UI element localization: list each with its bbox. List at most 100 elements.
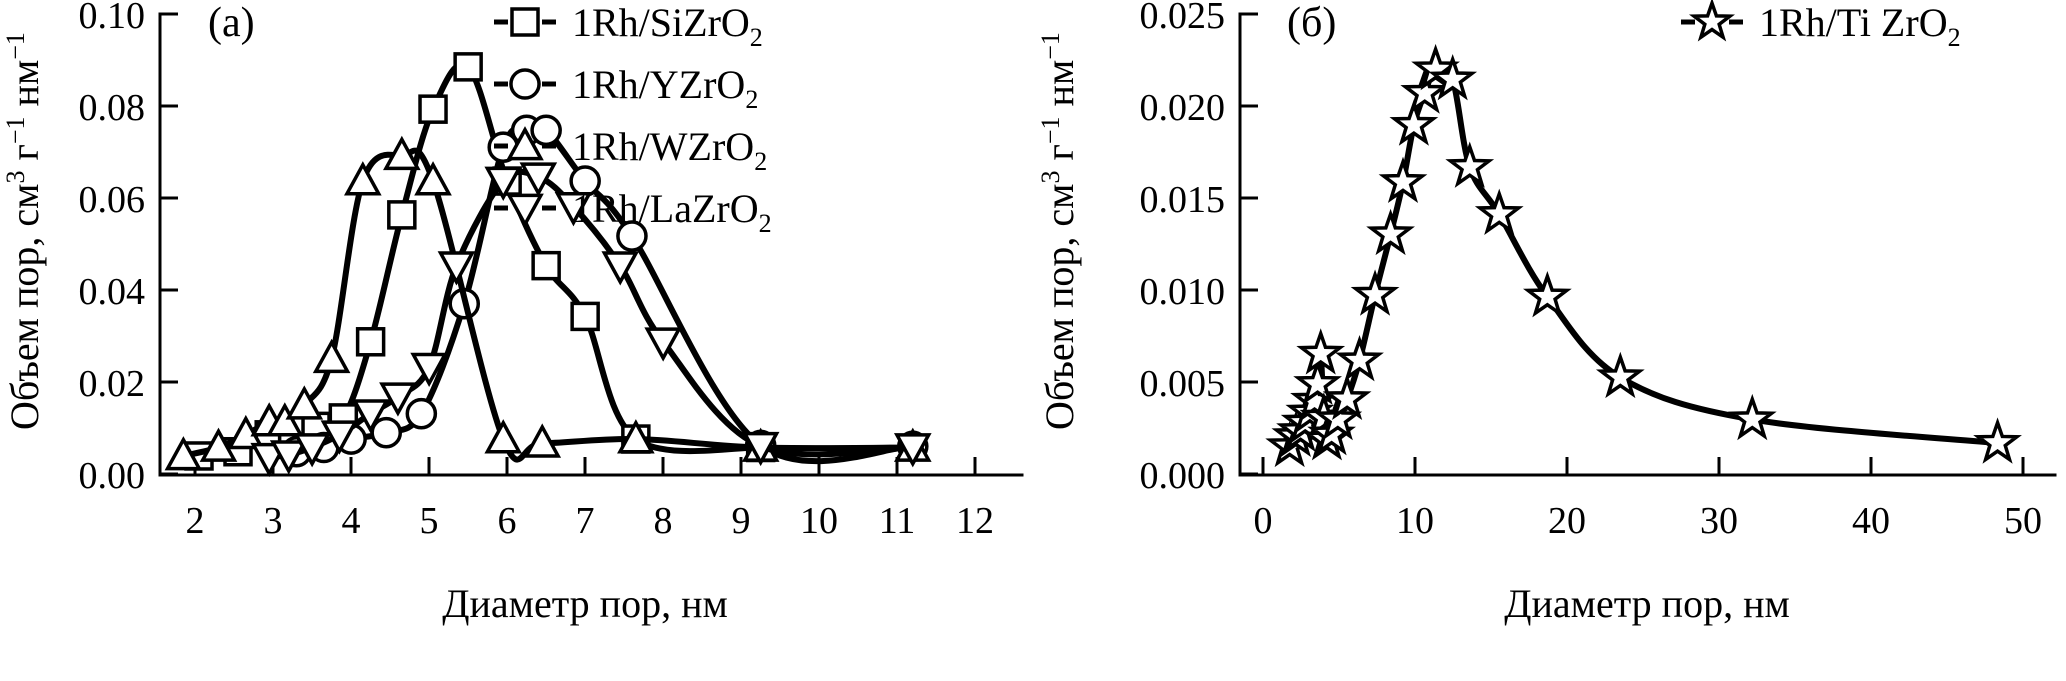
x-ticklabel: 6 xyxy=(498,500,517,542)
legend-item-1Rh/Ti ZrO2[interactable]: 1Rh/Ti ZrO2 xyxy=(1681,0,1961,52)
data-point-marker xyxy=(1428,53,1478,101)
legend-label: 1Rh/WZrO2 xyxy=(572,124,767,176)
data-point-marker xyxy=(312,338,351,374)
panel-a-y-ticklabels: 0.10 0.08 0.06 0.04 0.02 0.00 xyxy=(79,0,146,497)
x-ticklabel: 0 xyxy=(1254,500,1273,542)
x-ticklabel: 30 xyxy=(1700,500,1738,542)
panel-a-plot-area xyxy=(164,52,932,478)
panel-b-label: (б) xyxy=(1287,0,1336,46)
legend-item-1Rh/YZrO2[interactable]: 1Rh/YZrO2 xyxy=(494,62,758,114)
panel-a-x-ticks xyxy=(193,457,977,475)
x-ticklabel: 10 xyxy=(1396,500,1434,542)
series-1Rh/Ti ZrO2 xyxy=(1265,43,2022,468)
panel-b-y-axis-title: Объем пор, см3 г−1 нм−1 xyxy=(1036,32,1082,430)
x-ticklabel: 4 xyxy=(342,500,361,542)
data-point-marker xyxy=(414,161,452,196)
legend-marker-triangle-down-icon xyxy=(506,193,544,228)
data-point-marker xyxy=(1400,67,1450,114)
x-ticklabel: 7 xyxy=(576,500,595,542)
x-ticklabel: 20 xyxy=(1548,500,1586,542)
data-point-marker xyxy=(519,162,558,197)
data-point-marker xyxy=(530,114,562,147)
y-ticklabel: 0.020 xyxy=(1140,87,1226,129)
legend-label: 1Rh/Ti ZrO2 xyxy=(1759,0,1961,52)
data-point-marker xyxy=(893,433,932,468)
data-point-marker xyxy=(741,431,780,467)
x-ticklabel: 12 xyxy=(956,500,994,542)
y-ticklabel: 0.015 xyxy=(1140,179,1226,221)
data-point-marker xyxy=(355,327,386,357)
data-point-marker xyxy=(1322,373,1372,421)
y-ticklabel: 0.025 xyxy=(1140,0,1226,37)
y-ticklabel: 0.02 xyxy=(79,363,146,405)
data-point-marker xyxy=(554,192,593,227)
panel-a-legend: 1Rh/SiZrO2 1Rh/YZrO2 1Rh/WZrO2 1Rh/LaZrO2 xyxy=(494,0,772,238)
data-point-marker xyxy=(293,433,331,468)
panel-a-svg: Объем пор, см3 г−1 нм−1 0.10 0.08 0.06 0… xyxy=(1,0,1024,626)
data-point-marker xyxy=(344,161,382,196)
data-point-marker xyxy=(523,423,562,458)
y-ticklabel: 0.010 xyxy=(1140,271,1226,313)
series-1Rh/WZrO2 xyxy=(164,135,932,471)
data-point-marker xyxy=(1378,156,1428,203)
data-point-marker xyxy=(616,220,648,252)
data-point-marker xyxy=(1293,358,1343,405)
x-ticklabel: 10 xyxy=(800,500,838,542)
data-point-marker xyxy=(644,327,682,362)
data-point-marker xyxy=(1727,393,1777,441)
series-1Rh/SiZrO2 xyxy=(184,52,776,471)
panel-a-x-axis-title: Диаметр пор, нм xyxy=(442,581,728,626)
y-ticklabel: 0.08 xyxy=(79,87,146,129)
data-point-marker xyxy=(1445,141,1495,188)
panel-b-y-ticks xyxy=(1240,12,1258,476)
y-ticklabel: 0.005 xyxy=(1140,363,1226,405)
series-line xyxy=(1286,64,2001,450)
legend-item-1Rh/WZrO2[interactable]: 1Rh/WZrO2 xyxy=(494,124,767,176)
data-point-marker xyxy=(1973,417,2022,464)
y-ticklabel: 0.10 xyxy=(79,0,146,37)
x-ticklabel: 3 xyxy=(264,500,283,542)
panel-b-y-ticklabels: 0.025 0.020 0.015 0.010 0.005 0.000 xyxy=(1140,0,1226,497)
legend-item-1Rh/SiZrO2[interactable]: 1Rh/SiZrO2 xyxy=(494,0,763,52)
data-point-marker xyxy=(484,419,523,454)
data-point-marker xyxy=(601,251,640,286)
x-ticklabel: 9 xyxy=(732,500,751,542)
series-line xyxy=(266,168,916,461)
legend-marker-square-icon xyxy=(510,7,540,37)
data-point-marker xyxy=(484,166,523,201)
svg-text:Объем пор, см3 г−1 нм−1: Объем пор, см3 г−1 нм−1 xyxy=(1,32,47,430)
data-point-marker xyxy=(269,440,308,475)
panel-b-legend: 1Rh/Ti ZrO2 xyxy=(1681,0,1961,52)
data-point-marker xyxy=(1350,269,1400,316)
svg-text:Объем пор, см3 г−1 нм−1: Объем пор, см3 г−1 нм−1 xyxy=(1036,32,1082,430)
data-point-marker xyxy=(437,251,476,286)
data-point-marker xyxy=(1595,351,1645,399)
panel-b-plot-area xyxy=(1265,43,2022,468)
panel-b-x-ticks xyxy=(1261,457,2025,475)
y-ticklabel: 0.06 xyxy=(79,179,146,221)
x-ticklabel: 11 xyxy=(879,500,916,542)
x-ticklabel: 8 xyxy=(654,500,673,542)
data-point-marker xyxy=(1366,208,1415,256)
data-point-marker xyxy=(405,397,438,430)
x-ticklabel: 2 xyxy=(186,500,205,542)
panel-b-x-ticklabels: 0 10 20 30 40 50 xyxy=(1254,500,2043,542)
panel-b-x-axis-title: Диаметр пор, нм xyxy=(1504,581,1790,626)
legend-item-1Rh/LaZrO2[interactable]: 1Rh/LaZrO2 xyxy=(494,186,772,238)
data-point-marker xyxy=(379,382,417,417)
x-ticklabel: 5 xyxy=(420,500,439,542)
legend-marker-triangle-up-icon xyxy=(506,126,544,161)
legend-label: 1Rh/SiZrO2 xyxy=(572,0,763,52)
data-point-marker xyxy=(387,200,417,230)
data-point-marker xyxy=(453,52,483,82)
data-point-marker xyxy=(383,135,421,171)
series-line xyxy=(196,61,764,459)
data-point-marker xyxy=(370,416,403,449)
panel-b: Объем пор, см3 г−1 нм−1 0.025 0.020 0.01… xyxy=(1035,0,2066,681)
legend-label: 1Rh/LaZrO2 xyxy=(572,186,772,238)
data-point-marker xyxy=(164,436,203,471)
data-point-marker xyxy=(285,385,324,420)
data-point-marker xyxy=(410,352,448,388)
data-point-marker xyxy=(1296,328,1346,375)
